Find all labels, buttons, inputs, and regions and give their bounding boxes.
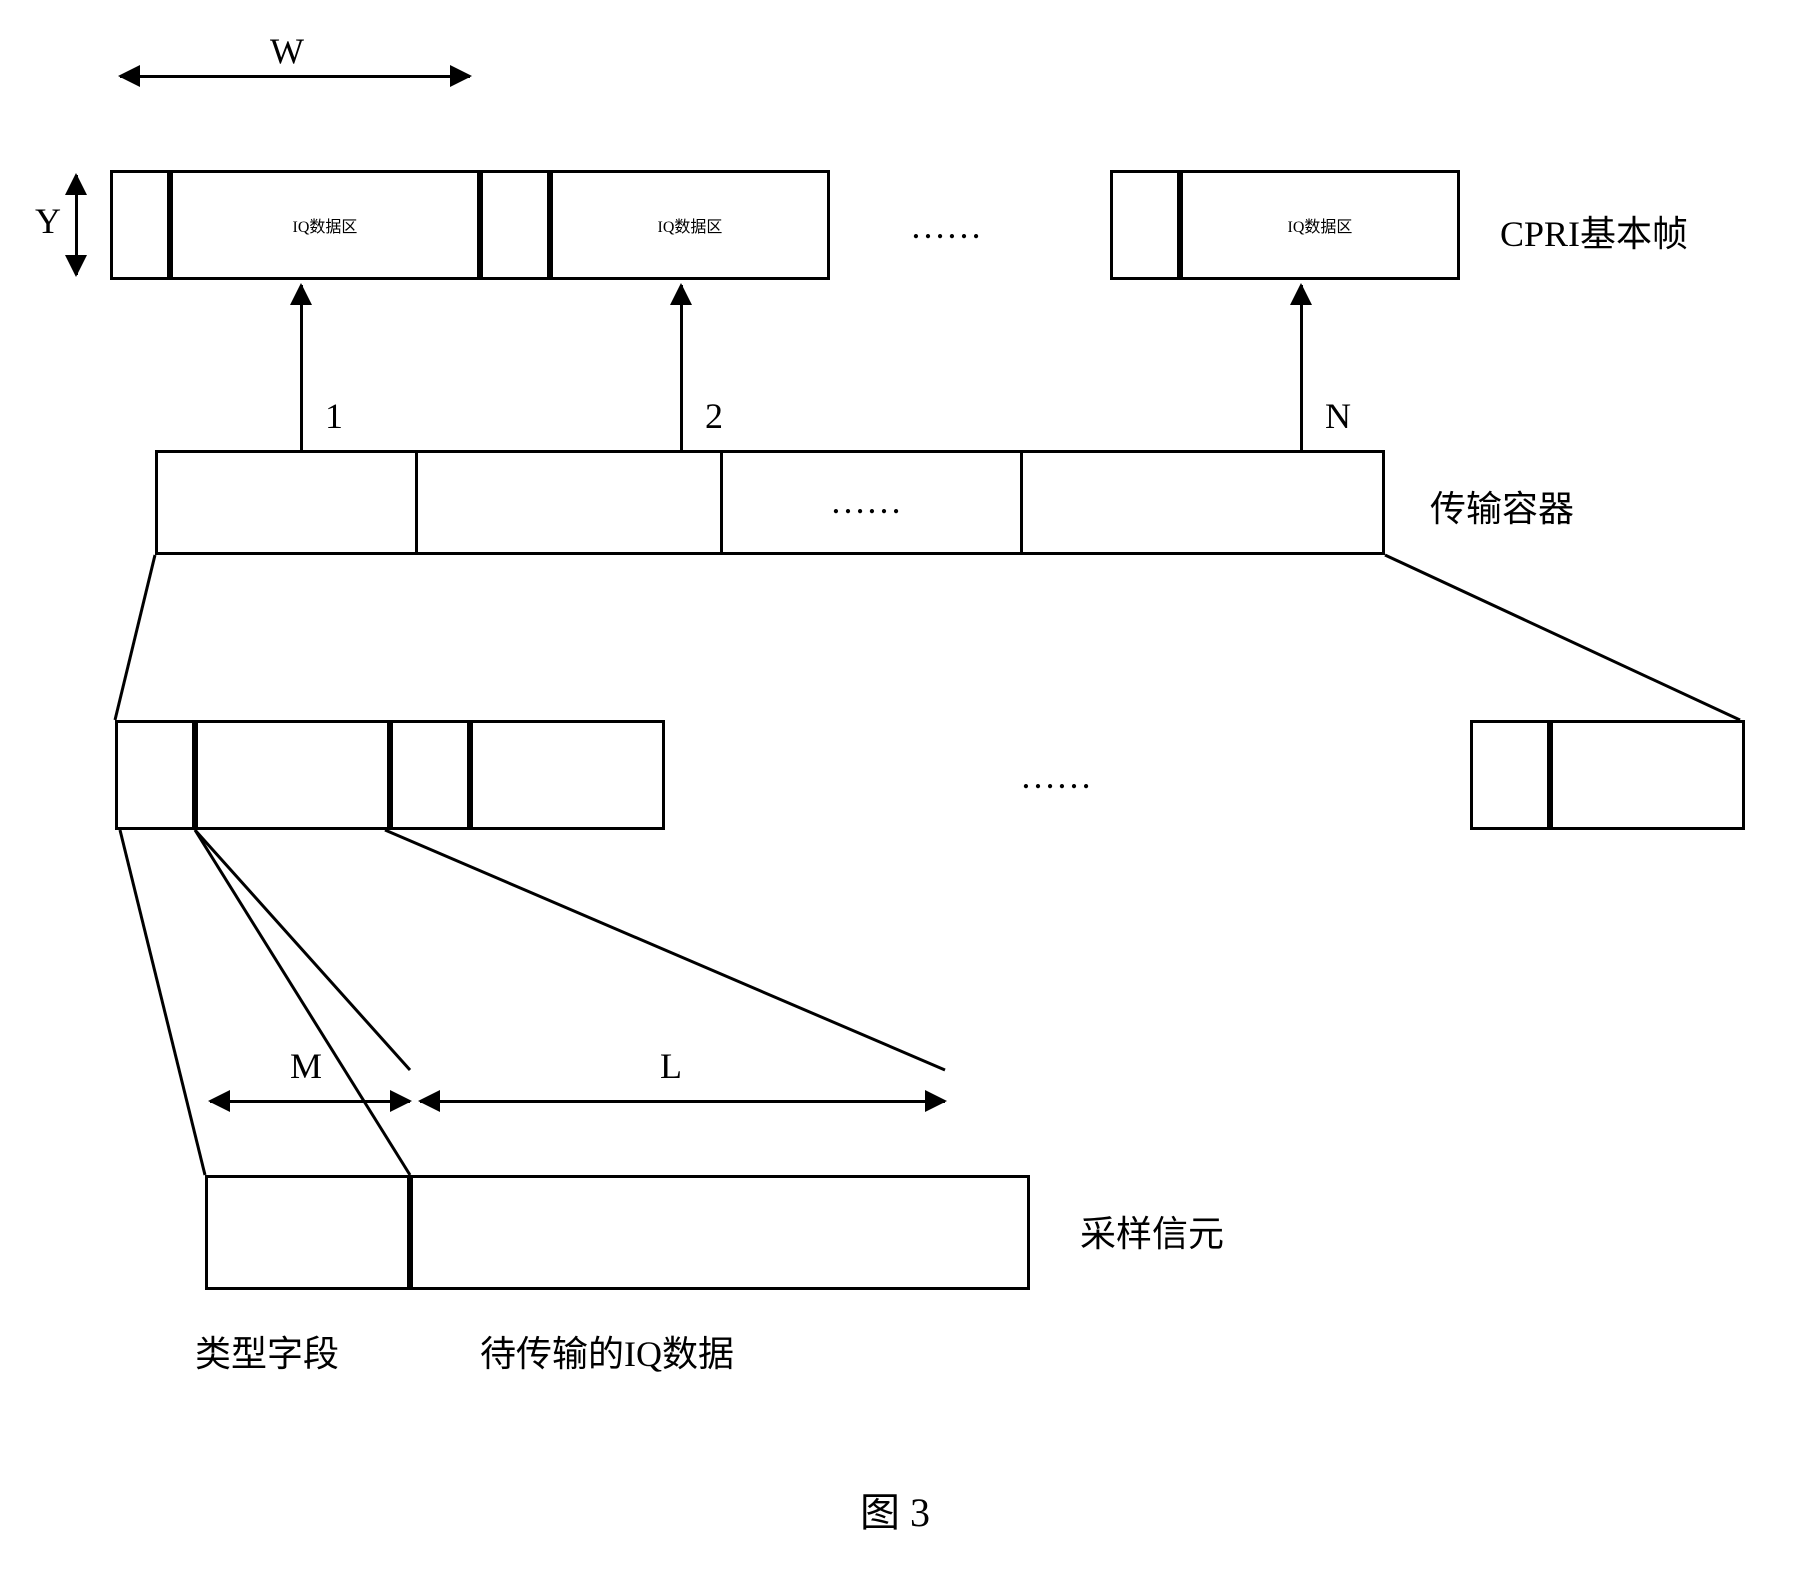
frame-header-box (480, 170, 550, 280)
y-dimension-arrow (75, 175, 78, 275)
ellipsis: …… (910, 205, 982, 247)
sampling-cell-label: 采样信元 (1080, 1205, 1224, 1257)
type-field-label: 类型字段 (195, 1325, 339, 1377)
cpri-frame-diagram: WYIQ数据区IQ数据区IQ数据区……CPRI基本帧12N……传输容器……ML采… (40, 40, 1769, 1537)
container-segment-box (390, 720, 470, 830)
transport-container-box (155, 450, 1385, 555)
container-segment-box (195, 720, 390, 830)
container-segment-box (1470, 720, 1550, 830)
m-dimension-label: M (290, 1045, 322, 1087)
ellipsis: …… (830, 480, 902, 522)
iq-data-area-box: IQ数据区 (170, 170, 480, 280)
container-segment-box (1550, 720, 1745, 830)
l-dimension-label: L (660, 1045, 682, 1087)
w-dimension-arrow (120, 75, 470, 78)
m-dimension-arrow (210, 1100, 410, 1103)
cpri-basic-frame-label: CPRI基本帧 (1500, 205, 1688, 257)
iq-data-area-box: IQ数据区 (550, 170, 830, 280)
mapping-arrow (1300, 285, 1303, 450)
mapping-arrow (300, 285, 303, 450)
frame-header-box (110, 170, 170, 280)
figure-caption: 图 3 (860, 1480, 930, 1538)
mapping-arrow-number: 1 (325, 395, 343, 437)
container-segment-box (470, 720, 665, 830)
ellipsis: …… (1020, 755, 1092, 797)
mapping-arrow-number: 2 (705, 395, 723, 437)
iq-data-payload-box (410, 1175, 1030, 1290)
w-dimension-label: W (270, 30, 304, 72)
iq-data-area-box: IQ数据区 (1180, 170, 1460, 280)
mapping-arrow-number: N (1325, 395, 1351, 437)
l-dimension-arrow (420, 1100, 945, 1103)
container-segment-box (115, 720, 195, 830)
frame-header-box (1110, 170, 1180, 280)
transport-container-label: 传输容器 (1430, 480, 1574, 532)
iq-to-transmit-label: 待传输的IQ数据 (480, 1325, 734, 1377)
y-dimension-label: Y (35, 200, 61, 242)
mapping-arrow (680, 285, 683, 450)
type-field-box (205, 1175, 410, 1290)
